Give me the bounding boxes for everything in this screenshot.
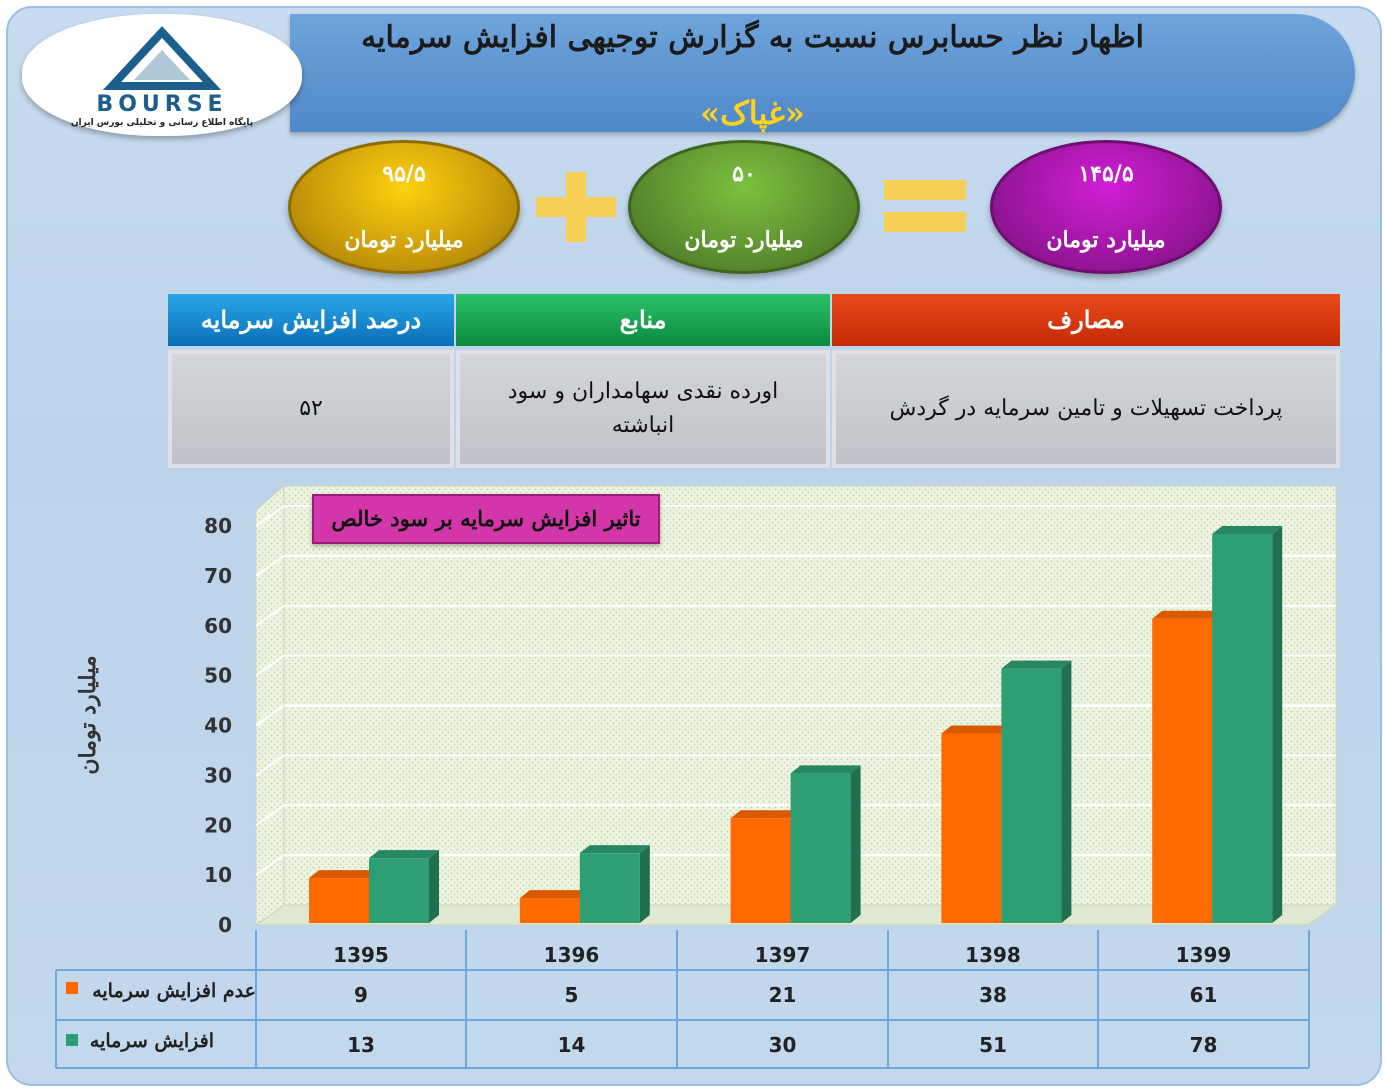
- logo-mark-icon: [102, 26, 222, 90]
- legend-label-no-increase: عدم افزایش سرمایه: [92, 980, 256, 1002]
- bars: [309, 525, 1283, 923]
- y-tick-label: 80: [204, 514, 232, 538]
- gridline-side: [255, 804, 285, 827]
- company-name: «غپاک»: [700, 94, 805, 132]
- data-label-no-increase: 38: [979, 983, 1007, 1007]
- data-table-grid: [55, 930, 1310, 1069]
- bar-chart: 0 10 20 30 40 50 60 70 80: [204, 484, 1338, 937]
- gridline-side: [255, 555, 285, 577]
- data-label-no-increase: 61: [1189, 983, 1218, 1007]
- sources-value: اورده نقدی سهامداران و سود انباشته: [456, 350, 830, 468]
- capital-before-unit: میلیارد تومان: [344, 227, 464, 253]
- category-label: 1399: [1175, 943, 1232, 967]
- bar: [579, 853, 640, 923]
- y-axis-label: میلیارد تومان: [75, 655, 101, 775]
- y-tick-label: 20: [204, 813, 232, 837]
- bar-top: [1152, 610, 1223, 619]
- bar: [369, 858, 429, 923]
- plus-icon: [536, 172, 616, 242]
- bar-top: [369, 850, 439, 859]
- legend-swatch-increase: [66, 1034, 78, 1046]
- logo-tagline: پایگاه اطلاع رسانی و تحلیلی بورس ایران: [70, 118, 254, 128]
- uses-value: پرداخت تسهیلات و تامین سرمایه در گردش: [832, 350, 1340, 468]
- bar: [1212, 533, 1273, 923]
- category-label: 1395: [333, 943, 389, 967]
- bar-side: [1272, 525, 1283, 923]
- bar-top: [941, 725, 1012, 734]
- y-tick-label: 70: [204, 564, 232, 588]
- y-tick-label: 30: [204, 763, 232, 787]
- data-label-increase: 30: [768, 1033, 797, 1057]
- bar: [1152, 618, 1213, 923]
- bar-top: [1001, 660, 1072, 669]
- bar: [1001, 668, 1062, 923]
- data-label-increase: 14: [557, 1033, 586, 1057]
- uses-header: مصارف: [832, 294, 1340, 346]
- bar-side: [850, 765, 861, 923]
- bar: [941, 733, 1002, 923]
- gridline-side: [255, 654, 285, 677]
- logo: BOURSE پایگاه اطلاع رسانی و تحلیلی بورس …: [22, 14, 302, 136]
- bar-side: [1061, 660, 1072, 923]
- percent-value: ۵۲: [168, 350, 454, 468]
- bar-top: [790, 765, 861, 774]
- logo-word: BOURSE: [96, 92, 228, 117]
- data-label-no-increase: 21: [768, 983, 797, 1007]
- bar: [730, 818, 791, 923]
- capital-before-oval: ۹۵/۵ میلیارد تومان: [288, 140, 520, 274]
- y-tick-label: 10: [204, 863, 232, 887]
- data-label-increase: 13: [347, 1033, 375, 1057]
- page-title: اظهار نظر حسابرس نسبت به گزارش توجیهی اف…: [361, 20, 1144, 55]
- legend-swatch-no-increase: [66, 982, 78, 994]
- capital-increase-oval: ۵۰ میلیارد تومان: [628, 140, 860, 274]
- data-label-increase: 51: [979, 1033, 1007, 1057]
- y-tick-label: 50: [204, 664, 232, 688]
- equals-icon: [884, 180, 966, 232]
- legend-label-increase: افزایش سرمایه: [89, 1030, 214, 1052]
- y-axis-ticks: 0 10 20 30 40 50 60 70 80: [204, 514, 232, 937]
- sources-header: منابع: [456, 294, 830, 346]
- y-tick-label: 0: [218, 913, 232, 937]
- capital-after-unit: میلیارد تومان: [1046, 227, 1166, 253]
- bar: [309, 878, 369, 923]
- bar-side: [429, 850, 439, 923]
- capital-increase-unit: میلیارد تومان: [684, 227, 804, 253]
- header-banner: اظهار نظر حسابرس نسبت به گزارش توجیهی اف…: [290, 14, 1355, 132]
- category-label: 1397: [754, 943, 811, 967]
- category-label: 1396: [543, 943, 600, 967]
- bar: [519, 898, 580, 923]
- data-label-no-increase: 9: [354, 983, 368, 1007]
- capital-increase-value: ۵۰: [732, 161, 756, 187]
- bar-side: [639, 845, 650, 923]
- category-label: 1398: [965, 943, 1021, 967]
- capital-before-value: ۹۵/۵: [382, 161, 426, 187]
- gridline-side: [255, 704, 285, 727]
- bar-top: [1212, 525, 1283, 534]
- data-label-no-increase: 5: [564, 983, 579, 1007]
- gridline-side: [255, 854, 285, 876]
- bar: [790, 773, 851, 923]
- gridline-side: [255, 505, 285, 527]
- data-label-increase: 78: [1189, 1033, 1218, 1057]
- capital-after-oval: ۱۴۵/۵ میلیارد تومان: [990, 140, 1222, 274]
- y-tick-label: 60: [204, 614, 232, 638]
- chart-title: تاثیر افزایش سرمایه بر سود خالص: [312, 494, 660, 544]
- gridline-side: [255, 604, 285, 627]
- capital-after-value: ۱۴۵/۵: [1078, 161, 1134, 187]
- y-tick-label: 40: [204, 714, 232, 738]
- bar-top: [309, 870, 379, 879]
- percent-header: درصد افزایش سرمایه: [168, 294, 454, 346]
- bar-top: [730, 810, 801, 819]
- data-table: [55, 930, 1310, 1069]
- bar-top: [519, 890, 590, 899]
- bar-top: [579, 845, 650, 854]
- gridline-side: [255, 754, 285, 777]
